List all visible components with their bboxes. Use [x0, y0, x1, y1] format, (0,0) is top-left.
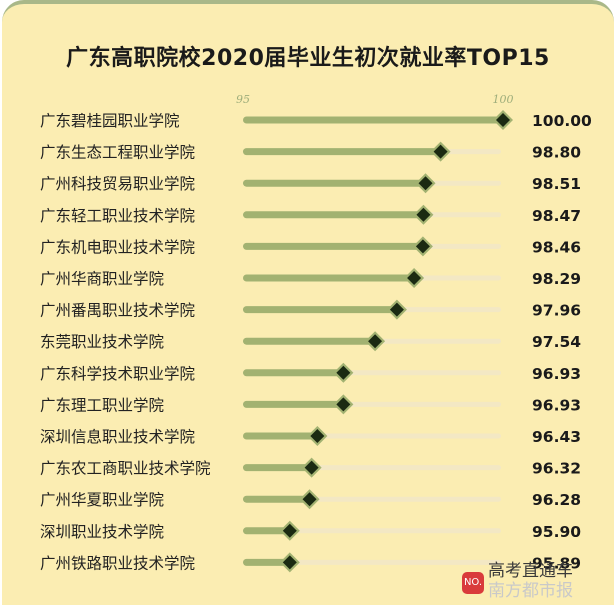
category-label: 广东机电职业技术学院 [40, 237, 195, 256]
bar [243, 464, 312, 472]
category-label: 广东轻工职业技术学院 [40, 206, 195, 225]
category-label: 广东科学技术职业学院 [40, 364, 195, 383]
marker [496, 113, 510, 127]
x-tick-label: 95 [236, 93, 250, 106]
bar [243, 211, 424, 219]
bar [243, 432, 318, 440]
bar [243, 369, 344, 377]
value-label: 96.93 [532, 365, 581, 383]
value-label: 95.89 [532, 554, 581, 572]
newspaper-logo-icon: NO. [462, 572, 484, 594]
bar [243, 306, 397, 314]
bar [243, 400, 344, 408]
category-label: 广州番禺职业技术学院 [40, 301, 195, 320]
category-label: 深圳职业技术学院 [40, 522, 164, 541]
marker [418, 176, 433, 191]
chart-title: 广东高职院校2020届毕业生初次就业率TOP15 [66, 46, 550, 71]
bar [243, 274, 415, 282]
bar [243, 337, 376, 345]
marker [302, 492, 317, 507]
watermark-line-2: 南方都市报 [488, 581, 573, 601]
category-label: 深圳信息职业技术学院 [40, 427, 195, 446]
marker [415, 239, 430, 254]
bar [243, 148, 441, 156]
value-label: 98.29 [532, 270, 581, 288]
category-label: 广州铁路职业技术学院 [40, 553, 195, 572]
bar [243, 558, 290, 566]
marker [282, 555, 297, 570]
bar-track [243, 528, 501, 534]
value-label: 97.96 [532, 302, 581, 320]
value-label: 97.54 [532, 333, 581, 351]
value-label: 98.47 [532, 207, 581, 225]
category-label: 广东生态工程职业学院 [40, 143, 195, 162]
value-label: 96.93 [532, 396, 581, 414]
bar [243, 495, 310, 503]
watermark: NO. 高考直通车 南方都市报 [462, 558, 612, 602]
watermark-line-1: 高考直通车 [488, 561, 573, 581]
category-label: 东莞职业技术学院 [40, 332, 164, 351]
bar [243, 116, 503, 124]
category-label: 广州科技贸易职业学院 [40, 174, 195, 193]
marker [336, 397, 351, 412]
value-label: 96.28 [532, 491, 581, 509]
marker [304, 460, 319, 475]
marker [433, 144, 448, 159]
value-label: 95.90 [532, 523, 581, 541]
marker [282, 523, 297, 538]
x-tick-label: 100 [493, 93, 514, 106]
value-label: 98.80 [532, 144, 581, 162]
value-label: 100.00 [532, 112, 592, 130]
category-label: 广州华商职业学院 [40, 269, 164, 288]
category-label: 广东碧桂园职业学院 [40, 111, 180, 130]
marker [416, 207, 431, 222]
category-label: 广东理工职业学院 [40, 395, 164, 414]
category-label: 广州华夏职业学院 [40, 490, 164, 509]
marker [368, 334, 383, 349]
value-label: 98.51 [532, 175, 581, 193]
category-label: 广东农工商职业技术学院 [40, 459, 211, 478]
value-label: 98.46 [532, 238, 581, 256]
bar [243, 179, 426, 187]
marker [336, 365, 351, 380]
value-label: 96.32 [532, 460, 581, 478]
bar [243, 527, 290, 535]
marker [389, 302, 404, 317]
marker [310, 429, 325, 443]
bar-track [243, 559, 501, 565]
bar [243, 242, 423, 250]
value-label: 96.43 [532, 428, 581, 446]
marker [407, 271, 422, 285]
